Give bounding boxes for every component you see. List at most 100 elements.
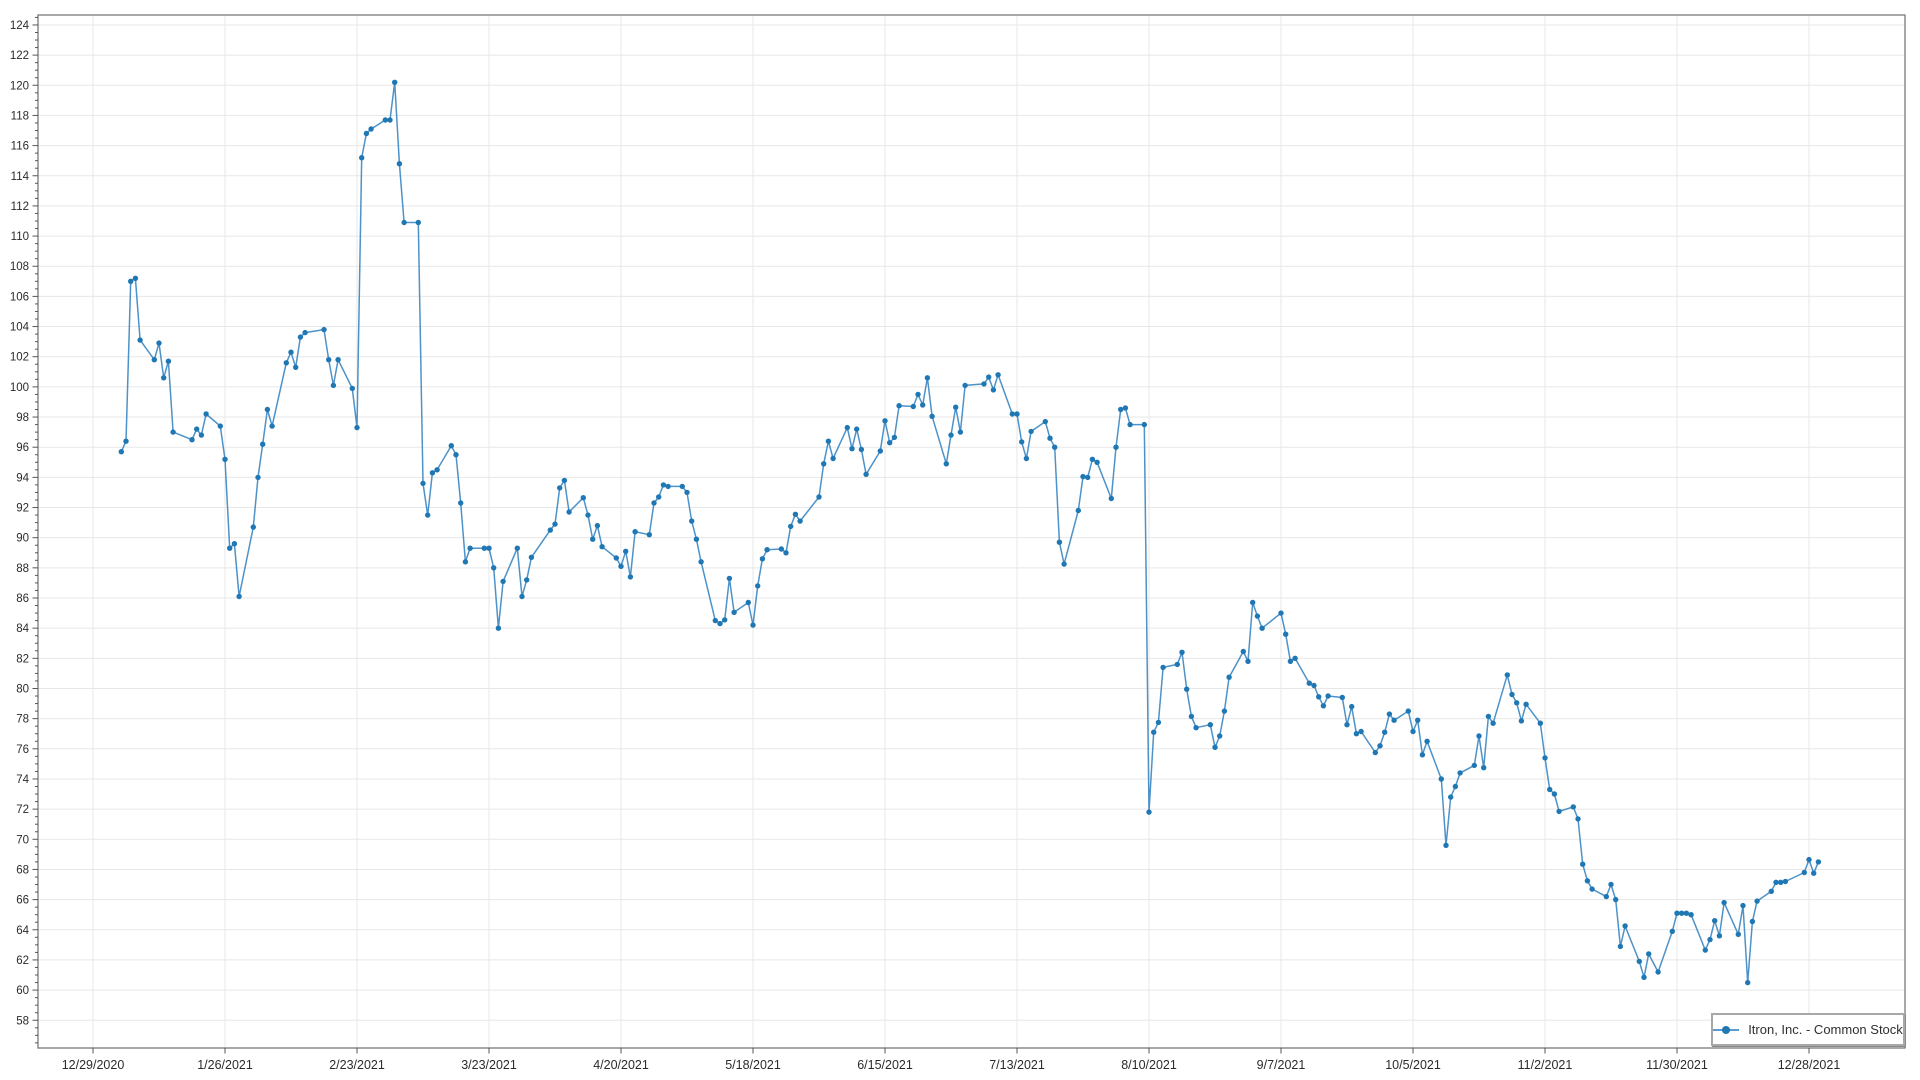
data-point-marker — [1325, 693, 1331, 699]
data-point-marker — [1589, 886, 1595, 892]
data-point-marker — [1240, 648, 1247, 655]
data-point-marker — [434, 467, 440, 473]
data-point-marker — [882, 418, 888, 424]
data-point-marker — [1773, 879, 1779, 885]
data-point-marker — [557, 485, 563, 491]
data-point-marker — [165, 358, 172, 364]
data-point-marker — [1815, 859, 1822, 865]
data-point-marker — [858, 446, 865, 453]
data-point-marker — [1141, 421, 1148, 428]
data-point-marker — [458, 500, 464, 506]
data-point-marker — [1735, 931, 1742, 937]
data-point-marker — [1349, 703, 1355, 710]
data-point-marker — [297, 334, 304, 340]
data-point-marker — [1514, 700, 1520, 706]
data-point-marker — [1287, 658, 1294, 664]
data-point-marker — [849, 446, 855, 452]
y-tick-label: 114 — [11, 171, 30, 183]
data-point-marker — [293, 364, 299, 370]
data-point-marker — [1721, 899, 1727, 906]
data-point-marker — [854, 426, 860, 432]
data-point-marker — [1702, 947, 1709, 953]
data-point-marker — [627, 574, 634, 580]
data-point-marker — [448, 443, 454, 449]
data-point-marker — [1641, 974, 1647, 980]
data-point-marker — [915, 391, 921, 398]
data-point-marker — [382, 117, 388, 123]
data-point-marker — [491, 565, 497, 571]
data-point-marker — [462, 559, 469, 565]
data-point-marker — [1636, 958, 1643, 965]
x-tick-label: 8/10/2021 — [1121, 1058, 1177, 1072]
data-point-marker — [132, 275, 139, 281]
data-point-marker — [1014, 411, 1020, 417]
data-point-marker — [236, 593, 242, 600]
x-tick-label: 2/23/2021 — [329, 1058, 385, 1072]
y-tick-label: 58 — [16, 1015, 29, 1027]
data-point-marker — [1504, 672, 1511, 678]
x-tick-label: 12/28/2021 — [1778, 1058, 1841, 1072]
data-point-marker — [1707, 936, 1713, 943]
series-line-marker-icon — [1713, 1025, 1740, 1035]
data-point-marker — [698, 559, 704, 565]
data-point-marker — [953, 404, 959, 410]
data-point-marker — [420, 480, 426, 487]
data-point-marker — [656, 494, 662, 500]
data-point-marker — [1745, 979, 1751, 986]
legend-series-label: Itron, Inc. - Common Stock — [1748, 1022, 1903, 1037]
data-point-marker — [1344, 722, 1350, 728]
data-point-marker — [1443, 842, 1449, 848]
data-point-marker — [1311, 682, 1317, 689]
data-point-marker — [269, 423, 275, 429]
data-point-marker — [1608, 881, 1614, 888]
data-point-marker — [1415, 717, 1421, 723]
data-point-marker — [1085, 474, 1091, 481]
data-point-marker — [335, 357, 341, 363]
data-point-marker — [1283, 631, 1289, 637]
data-point-marker — [797, 518, 803, 524]
data-point-marker — [260, 441, 266, 447]
data-point-marker — [227, 545, 233, 551]
data-point-marker — [1481, 765, 1487, 771]
data-point-marker — [203, 411, 209, 417]
data-point-marker — [1245, 658, 1251, 664]
data-point-marker — [1108, 495, 1115, 502]
data-point-marker — [1669, 928, 1676, 934]
data-point-marker — [1542, 755, 1548, 761]
data-point-marker — [920, 402, 926, 408]
y-tick-label: 70 — [16, 834, 29, 846]
data-point-marker — [1537, 720, 1544, 726]
data-point-marker — [222, 456, 228, 462]
data-point-marker — [1023, 455, 1030, 462]
data-point-marker — [594, 522, 601, 529]
data-point-marker — [726, 575, 733, 582]
data-point-marker — [887, 440, 893, 446]
data-point-marker — [943, 461, 949, 467]
y-tick-label: 88 — [16, 563, 29, 575]
data-point-marker — [1712, 918, 1718, 924]
data-point-marker — [453, 452, 459, 458]
data-point-marker — [986, 374, 992, 380]
data-point-marker — [1556, 808, 1562, 815]
data-point-marker — [123, 438, 129, 444]
x-tick-label: 11/2/2021 — [1518, 1058, 1573, 1072]
data-point-marker — [1278, 610, 1284, 616]
data-point-marker — [354, 424, 360, 431]
data-point-marker — [825, 438, 832, 444]
data-point-marker — [1646, 951, 1652, 957]
data-point-marker — [156, 340, 162, 346]
y-tick-label: 82 — [16, 653, 29, 665]
y-tick-label: 74 — [16, 774, 29, 786]
data-point-marker — [255, 474, 261, 481]
x-tick-label: 11/30/2021 — [1646, 1058, 1708, 1072]
data-point-marker — [217, 423, 223, 429]
data-point-marker — [1155, 719, 1162, 726]
data-point-marker — [161, 375, 167, 381]
y-tick-label: 68 — [16, 864, 29, 876]
data-point-marker — [792, 511, 799, 517]
data-point-marker — [524, 577, 530, 583]
data-point-marker — [1655, 969, 1661, 975]
data-point-marker — [1052, 444, 1058, 450]
data-point-marker — [288, 349, 294, 355]
